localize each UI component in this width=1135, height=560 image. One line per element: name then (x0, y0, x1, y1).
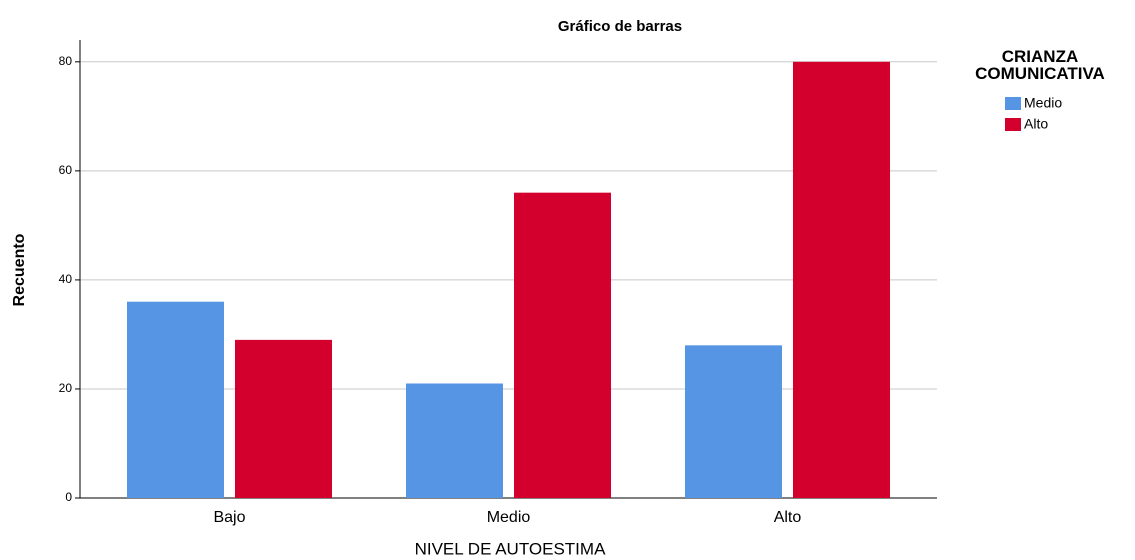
y-tick-label: 40 (59, 272, 73, 286)
legend-label: Medio (1024, 95, 1062, 111)
legend-swatch (1005, 118, 1021, 131)
legend-title: CRIANZA COMUNICATIVA (975, 47, 1105, 83)
y-tick-label: 20 (59, 381, 73, 395)
y-tick-label: 80 (59, 54, 73, 68)
y-tick-label: 0 (65, 490, 72, 504)
x-tick-label: Bajo (213, 509, 245, 526)
legend-swatch (1005, 97, 1021, 110)
bar (406, 383, 503, 498)
y-axis-label: Recuento (11, 233, 28, 306)
y-tick-label: 60 (59, 163, 73, 177)
bar (793, 61, 890, 499)
x-tick-label: Medio (487, 509, 531, 526)
legend-label: Alto (1024, 116, 1048, 132)
bar (127, 301, 224, 498)
x-axis-label: NIVEL DE AUTOESTIMA (415, 539, 606, 558)
bar (514, 192, 611, 498)
bar (685, 345, 782, 498)
bar (235, 339, 332, 498)
chart-title: Gráfico de barras (558, 18, 682, 35)
x-tick-label: Alto (774, 509, 802, 526)
